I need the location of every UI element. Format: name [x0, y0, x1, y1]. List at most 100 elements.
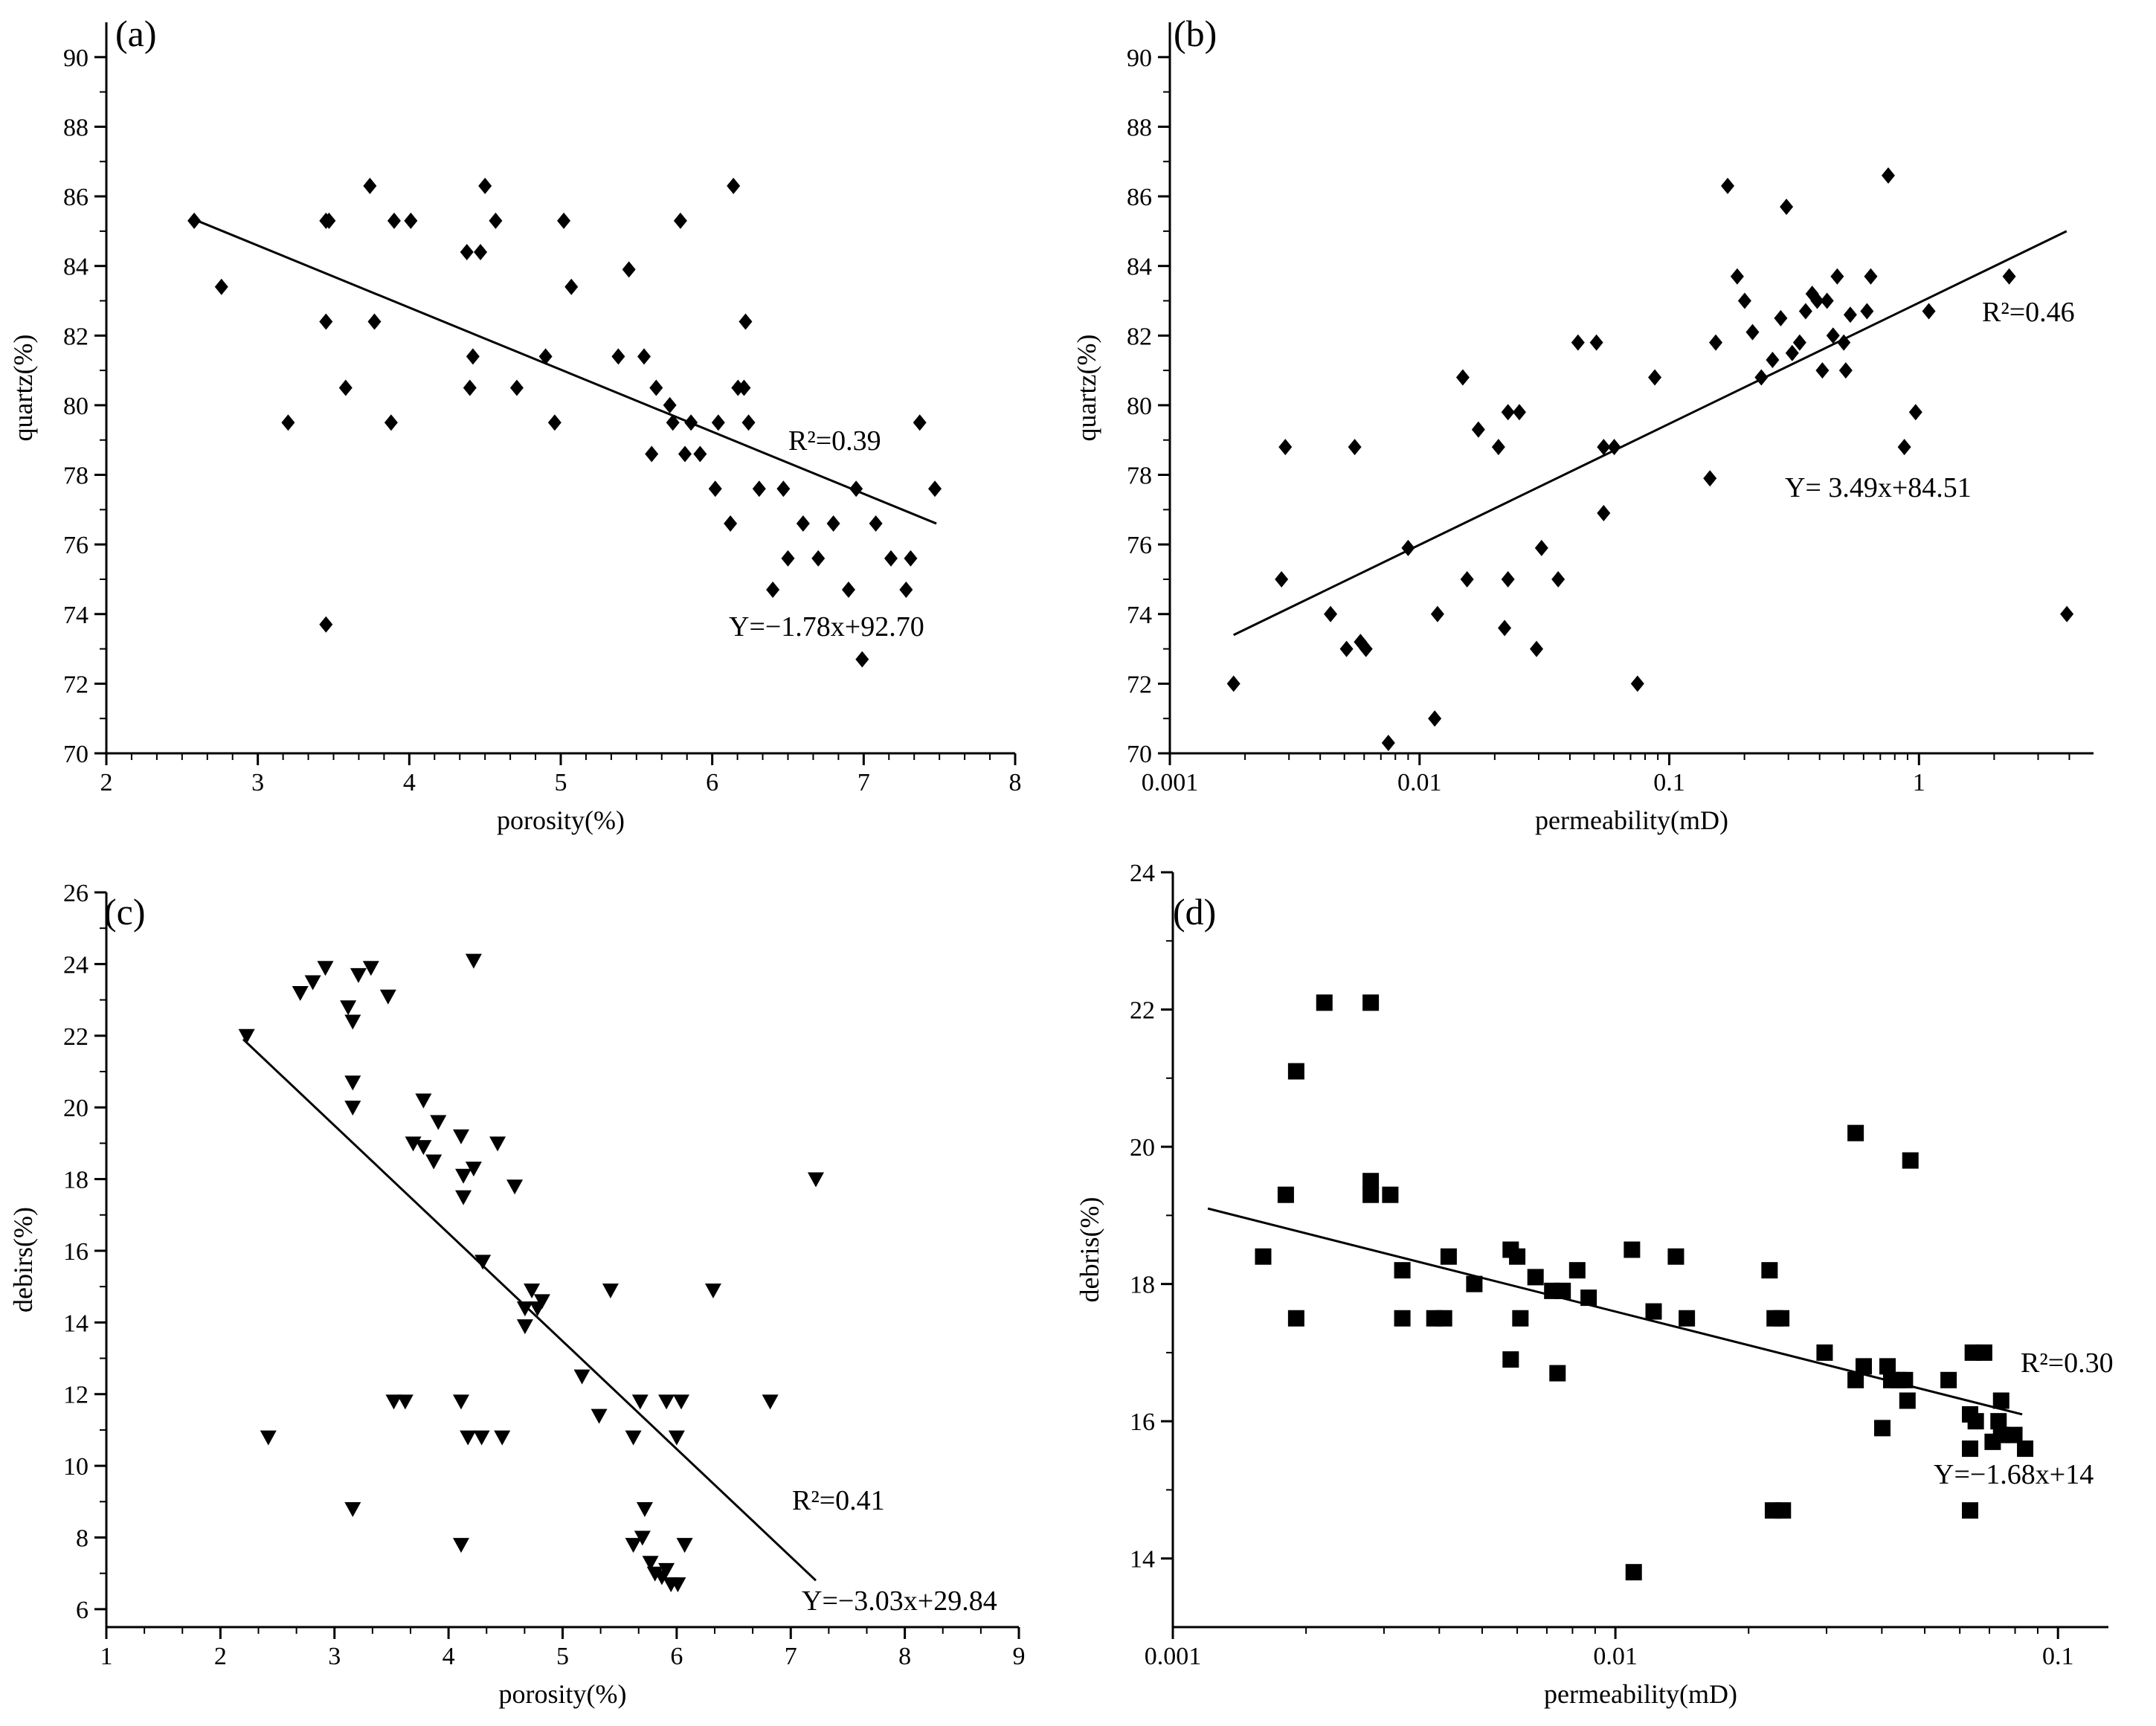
- data-point-diamond: [645, 445, 659, 463]
- y-tick-label: 88: [1127, 114, 1152, 141]
- data-point-triangle: [362, 961, 379, 976]
- data-point-triangle: [658, 1394, 675, 1410]
- x-tick-label: 0.1: [2042, 1643, 2074, 1670]
- data-point-square: [1962, 1502, 1979, 1519]
- data-point-diamond: [708, 480, 722, 497]
- x-tick-label: 0.1: [1653, 769, 1685, 796]
- data-point-square: [1990, 1413, 2007, 1430]
- x-tick-label: 0.001: [1145, 1643, 1202, 1670]
- data-point-diamond: [1597, 505, 1611, 522]
- data-point-diamond: [622, 261, 636, 278]
- y-tick-label: 24: [63, 951, 89, 979]
- data-point-diamond: [404, 212, 418, 229]
- data-point-diamond: [1491, 439, 1505, 456]
- x-tick-label: 1: [1913, 769, 1925, 796]
- x-tick-label: 9: [1013, 1643, 1026, 1670]
- data-point-diamond: [766, 581, 780, 598]
- data-point-diamond: [1754, 369, 1769, 386]
- data-point-diamond: [826, 515, 840, 532]
- x-tick-label: 0.001: [1142, 769, 1199, 796]
- data-point-diamond: [1381, 734, 1395, 751]
- data-point-diamond: [849, 480, 863, 497]
- data-point-square: [1362, 1186, 1380, 1203]
- y-tick-label: 18: [63, 1167, 89, 1194]
- r-squared-label: R²=0.39: [788, 425, 881, 457]
- data-point-diamond: [363, 178, 377, 195]
- data-point-diamond: [538, 348, 553, 365]
- data-point-diamond: [338, 379, 353, 396]
- regression-line: [196, 219, 937, 525]
- data-point-triangle: [591, 1408, 608, 1424]
- data-point-square: [1394, 1310, 1411, 1327]
- y-tick-label: 72: [63, 671, 89, 698]
- data-point-diamond: [1737, 292, 1751, 309]
- data-point-diamond: [509, 379, 524, 396]
- y-tick-label: 8: [76, 1525, 89, 1553]
- y-tick-label: 72: [1127, 671, 1152, 698]
- y-tick-label: 26: [63, 880, 89, 907]
- data-point-diamond: [1860, 303, 1874, 320]
- y-tick-label: 76: [1127, 532, 1152, 559]
- data-point-triangle: [344, 1075, 361, 1091]
- x-tick-label: 5: [556, 1643, 569, 1670]
- data-point-square: [1466, 1275, 1483, 1292]
- data-point-triangle: [292, 985, 309, 1001]
- data-point-square: [1967, 1413, 1984, 1430]
- data-point-square: [1992, 1426, 2009, 1443]
- data-point-diamond: [741, 414, 756, 431]
- data-point-diamond: [466, 348, 480, 365]
- data-point-diamond: [1278, 439, 1293, 456]
- data-point-triangle: [704, 1283, 721, 1298]
- data-point-square: [1645, 1303, 1662, 1320]
- data-point-diamond: [1648, 369, 1662, 386]
- data-point-diamond: [322, 212, 336, 229]
- data-point-triangle: [344, 1014, 361, 1030]
- data-point-triangle: [425, 1154, 443, 1170]
- data-point-square: [1512, 1310, 1529, 1327]
- y-tick-label: 80: [63, 393, 89, 420]
- y-tick-label: 86: [63, 184, 89, 211]
- data-point-diamond: [1589, 334, 1603, 351]
- data-point-triangle: [379, 989, 396, 1005]
- data-point-diamond: [673, 212, 687, 229]
- data-point-diamond: [649, 379, 663, 396]
- data-point-triangle: [642, 1556, 659, 1571]
- data-point-triangle: [350, 967, 367, 983]
- data-point-diamond: [1275, 570, 1289, 587]
- data-point-square: [1902, 1152, 1919, 1169]
- data-point-square: [1879, 1358, 1896, 1375]
- data-point-square: [1394, 1262, 1411, 1279]
- x-tick-label: 7: [857, 769, 870, 796]
- data-point-square: [1568, 1262, 1586, 1279]
- data-point-diamond: [1881, 167, 1895, 184]
- data-point-diamond: [869, 515, 883, 532]
- y-axis-title: quartz(%): [1072, 335, 1101, 442]
- y-tick-label: 24: [1130, 860, 1155, 887]
- data-point-diamond: [1401, 539, 1415, 556]
- data-point-triangle: [460, 1430, 477, 1446]
- data-point-diamond: [1843, 306, 1857, 323]
- data-point-square: [1856, 1358, 1873, 1375]
- data-point-square: [1667, 1248, 1684, 1265]
- data-point-triangle: [452, 1394, 469, 1410]
- y-tick-label: 16: [63, 1238, 89, 1266]
- data-point-diamond: [1339, 640, 1354, 657]
- data-point-square: [2006, 1426, 2023, 1443]
- data-point-diamond: [367, 313, 382, 330]
- r-squared-label: R²=0.41: [792, 1485, 885, 1516]
- data-point-diamond: [1815, 362, 1830, 379]
- data-point-square: [1847, 1124, 1864, 1141]
- x-axis-title: porosity(%): [497, 805, 625, 835]
- data-point-square: [1435, 1310, 1452, 1327]
- regression-equation-label: Y=−3.03x+29.84: [802, 1585, 997, 1617]
- data-point-triangle: [602, 1283, 619, 1298]
- y-tick-label: 86: [1127, 184, 1152, 211]
- data-point-triangle: [317, 961, 334, 976]
- data-point-diamond: [711, 414, 725, 431]
- data-point-triangle: [524, 1283, 541, 1298]
- y-tick-label: 18: [1130, 1272, 1155, 1299]
- data-point-diamond: [478, 178, 492, 195]
- data-point-square: [1625, 1564, 1642, 1581]
- x-axis-title: permeability(mD): [1535, 805, 1728, 835]
